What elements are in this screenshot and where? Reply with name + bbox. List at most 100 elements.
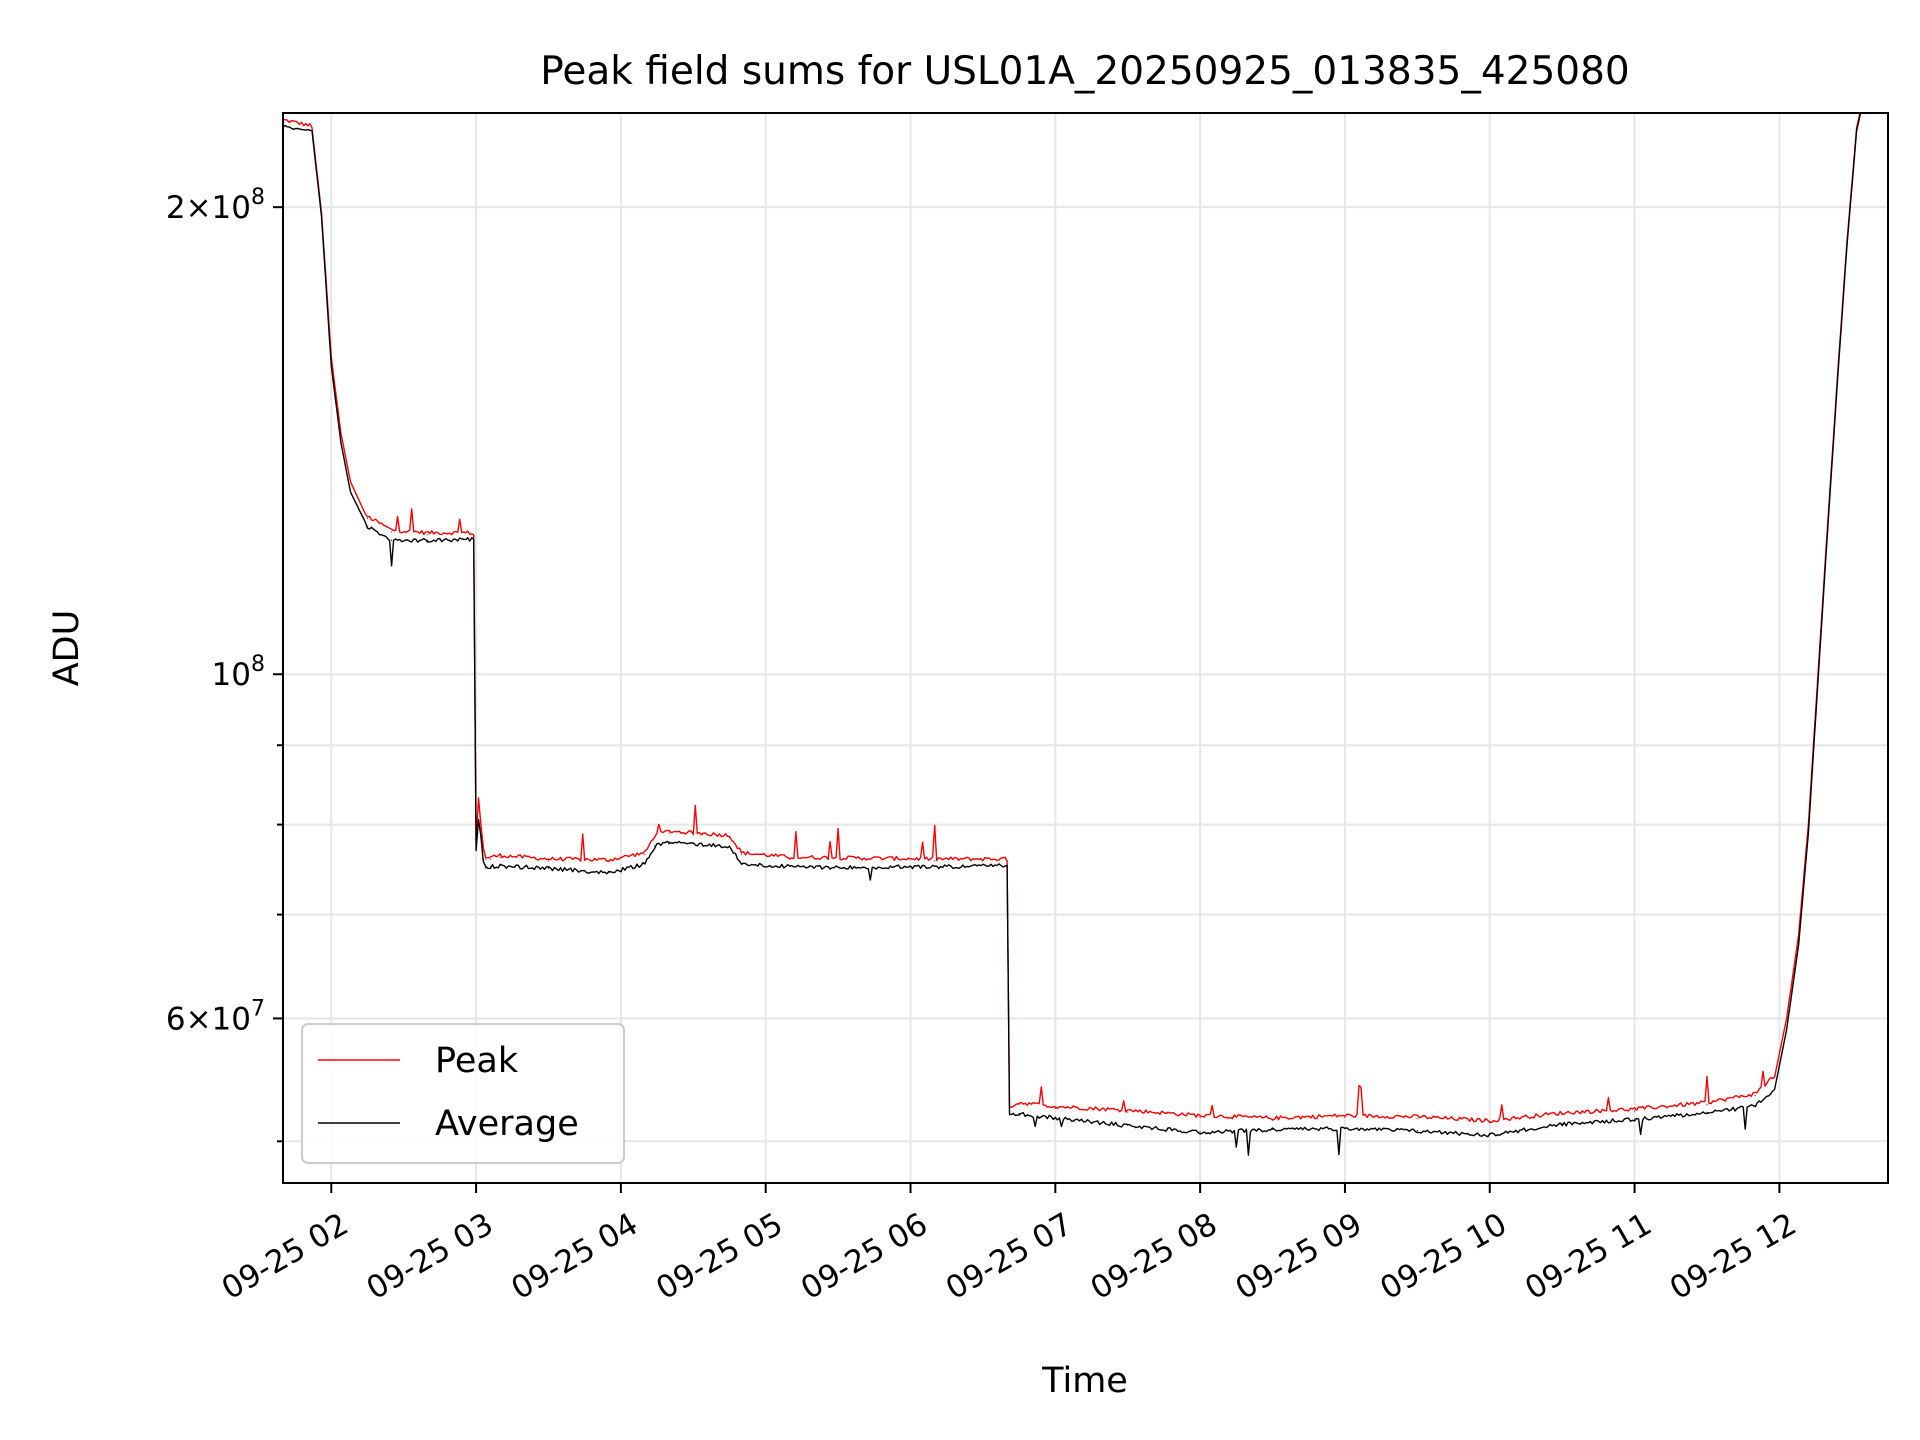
data-point-average bbox=[1416, 1130, 1418, 1132]
y-tick-label: 6×107 bbox=[166, 996, 265, 1037]
data-point-peak bbox=[499, 856, 501, 859]
data-point-peak bbox=[482, 849, 484, 852]
data-point-average bbox=[1634, 1118, 1636, 1120]
data-point-average bbox=[485, 867, 487, 869]
y-axis-label: ADU bbox=[47, 610, 87, 687]
x-tick-label: 09-25 05 bbox=[650, 1206, 789, 1307]
data-point-average bbox=[473, 538, 475, 540]
data-point-peak bbox=[608, 861, 610, 863]
data-point-peak bbox=[861, 859, 863, 861]
legend-box bbox=[301, 1023, 625, 1164]
data-point-peak bbox=[350, 481, 352, 483]
data-point-peak bbox=[1634, 1110, 1636, 1112]
data-point-average bbox=[644, 863, 646, 865]
data-point-average bbox=[1561, 1123, 1563, 1125]
data-point-average bbox=[1018, 1113, 1020, 1115]
data-point-average bbox=[1856, 130, 1858, 132]
data-point-average bbox=[547, 867, 550, 869]
data-point-peak bbox=[1866, 84, 1867, 85]
data-point-peak bbox=[728, 836, 731, 839]
legend: Peak Average bbox=[301, 1023, 625, 1164]
data-point-peak bbox=[391, 531, 393, 533]
data-point-peak bbox=[427, 534, 429, 536]
series-line-peak bbox=[283, 113, 1861, 1124]
data-point-average bbox=[1008, 1114, 1011, 1116]
data-point-average bbox=[1127, 1124, 1129, 1126]
y-tick-label: 2×108 bbox=[166, 185, 265, 226]
data-point-peak bbox=[1489, 1122, 1491, 1124]
x-tick-label: 09-25 12 bbox=[1664, 1206, 1803, 1307]
data-point-average bbox=[1706, 1111, 1708, 1113]
data-point-peak bbox=[1271, 1119, 1274, 1121]
data-point-peak bbox=[934, 860, 936, 862]
data-point-peak bbox=[1786, 1017, 1788, 1020]
data-point-average bbox=[934, 865, 936, 867]
data-point-average bbox=[608, 872, 610, 874]
data-point-average bbox=[741, 863, 743, 865]
data-point-average bbox=[311, 130, 313, 132]
data-point-average bbox=[340, 442, 342, 444]
data-point-peak bbox=[1754, 1095, 1756, 1097]
data-point-average bbox=[350, 491, 352, 493]
data-point-peak bbox=[1006, 860, 1008, 862]
data-point-peak bbox=[1018, 1104, 1020, 1106]
data-point-average bbox=[1807, 832, 1809, 834]
data-point-peak bbox=[340, 432, 342, 434]
data-point-average bbox=[1817, 680, 1819, 682]
data-point-peak bbox=[1199, 1116, 1201, 1119]
data-point-peak bbox=[668, 832, 670, 834]
data-point-average bbox=[366, 526, 369, 528]
x-tick-label: 09-25 03 bbox=[361, 1206, 500, 1307]
y-tick-label: 108 bbox=[212, 652, 265, 693]
data-point-average bbox=[490, 865, 492, 867]
data-point-average bbox=[1006, 864, 1008, 867]
data-point-peak bbox=[644, 854, 646, 856]
data-point-average bbox=[692, 842, 694, 845]
data-point-average bbox=[861, 866, 863, 868]
plot-frame bbox=[282, 112, 1889, 1184]
data-point-peak bbox=[490, 858, 492, 860]
data-point-average bbox=[668, 841, 670, 843]
data-point-average bbox=[1489, 1134, 1491, 1136]
data-point-average bbox=[321, 216, 323, 218]
data-point-average bbox=[1774, 1088, 1776, 1090]
data-point-peak bbox=[654, 836, 656, 839]
x-tick-label: 09-25 04 bbox=[505, 1206, 644, 1307]
data-point-peak bbox=[1127, 1111, 1129, 1113]
data-point-peak bbox=[1774, 1076, 1776, 1078]
x-axis-label: Time bbox=[1041, 1361, 1128, 1401]
chart-title: Peak field sums for USL01A_20250925_0138… bbox=[540, 49, 1629, 94]
data-point-peak bbox=[1706, 1104, 1708, 1106]
series-line-average bbox=[283, 113, 1862, 1156]
data-point-average bbox=[482, 858, 484, 860]
x-tick-label: 09-25 02 bbox=[216, 1206, 355, 1307]
data-point-average bbox=[427, 539, 429, 541]
data-point-average bbox=[1344, 1127, 1346, 1129]
data-point-average bbox=[1754, 1105, 1756, 1107]
data-point-peak bbox=[477, 799, 480, 801]
legend-label-average: Average bbox=[435, 1104, 579, 1144]
x-tick-label: 09-25 10 bbox=[1374, 1206, 1513, 1307]
data-point-average bbox=[728, 845, 731, 847]
data-point-peak bbox=[366, 517, 369, 520]
data-point-average bbox=[475, 849, 477, 852]
data-point-average bbox=[1866, 87, 1867, 88]
data-point-average bbox=[480, 836, 482, 839]
data-point-average bbox=[1271, 1128, 1274, 1130]
data-point-average bbox=[1054, 1116, 1056, 1119]
legend-label-peak: Peak bbox=[435, 1041, 519, 1081]
data-point-peak bbox=[547, 860, 550, 862]
data-point-average bbox=[789, 865, 791, 867]
data-point-peak bbox=[311, 127, 313, 129]
x-tick-label: 09-25 11 bbox=[1519, 1206, 1658, 1307]
data-point-peak bbox=[485, 858, 487, 860]
x-tick-label: 09-25 09 bbox=[1229, 1206, 1368, 1307]
data-point-peak bbox=[789, 858, 791, 860]
data-point-average bbox=[391, 539, 393, 541]
data-point-peak bbox=[1561, 1114, 1563, 1116]
data-point-peak bbox=[1344, 1116, 1346, 1119]
x-tick-label: 09-25 08 bbox=[1085, 1206, 1224, 1307]
x-tick-label: 09-25 06 bbox=[795, 1206, 934, 1307]
